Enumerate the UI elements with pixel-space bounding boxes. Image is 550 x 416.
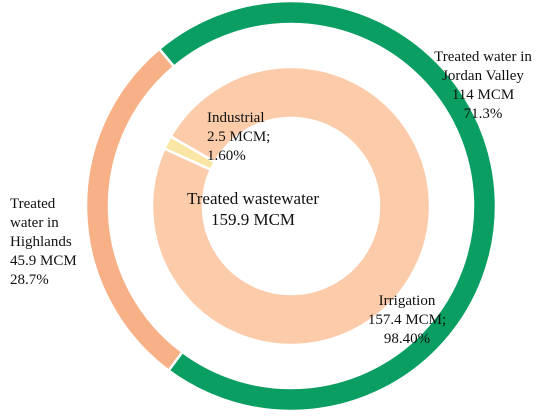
label-line: 2.5 MCM; bbox=[207, 129, 271, 145]
label-line: Treated bbox=[10, 196, 56, 212]
label-jordan-valley: Treated water in Jordan Valley 114 MCM 7… bbox=[418, 48, 548, 124]
inner-slice-industrial bbox=[163, 135, 217, 171]
label-line: Irrigation bbox=[378, 293, 436, 309]
label-line: 28.7% bbox=[10, 272, 49, 288]
label-irrigation: Irrigation 157.4 MCM; 98.40% bbox=[352, 292, 462, 349]
label-line: Industrial bbox=[207, 110, 265, 126]
label-line: Treated water in bbox=[434, 49, 532, 65]
label-line: Highlands bbox=[10, 234, 72, 250]
label-line: 98.40% bbox=[383, 331, 431, 347]
label-line: 45.9 MCM bbox=[10, 253, 77, 269]
label-line: 114 MCM bbox=[451, 87, 515, 103]
label-highlands: Treated water in Highlands 45.9 MCM 28.7… bbox=[10, 195, 77, 290]
label-line: 157.4 MCM; bbox=[367, 312, 447, 328]
label-industrial: Industrial 2.5 MCM; 1.60% bbox=[207, 109, 270, 166]
inner-slice-irrigation bbox=[150, 65, 432, 347]
outer-slice-treated-water-in-highlands bbox=[84, 47, 184, 372]
center-label-line: Treated wastewater bbox=[186, 189, 319, 208]
center-label-line: 159.9 MCM bbox=[210, 210, 296, 229]
label-line: 1.60% bbox=[207, 148, 246, 164]
center-label: Treated wastewater 159.9 MCM bbox=[168, 188, 338, 230]
label-line: 71.3% bbox=[463, 106, 503, 122]
label-line: Jordan Valley bbox=[442, 68, 524, 84]
label-line: water in bbox=[10, 215, 59, 231]
